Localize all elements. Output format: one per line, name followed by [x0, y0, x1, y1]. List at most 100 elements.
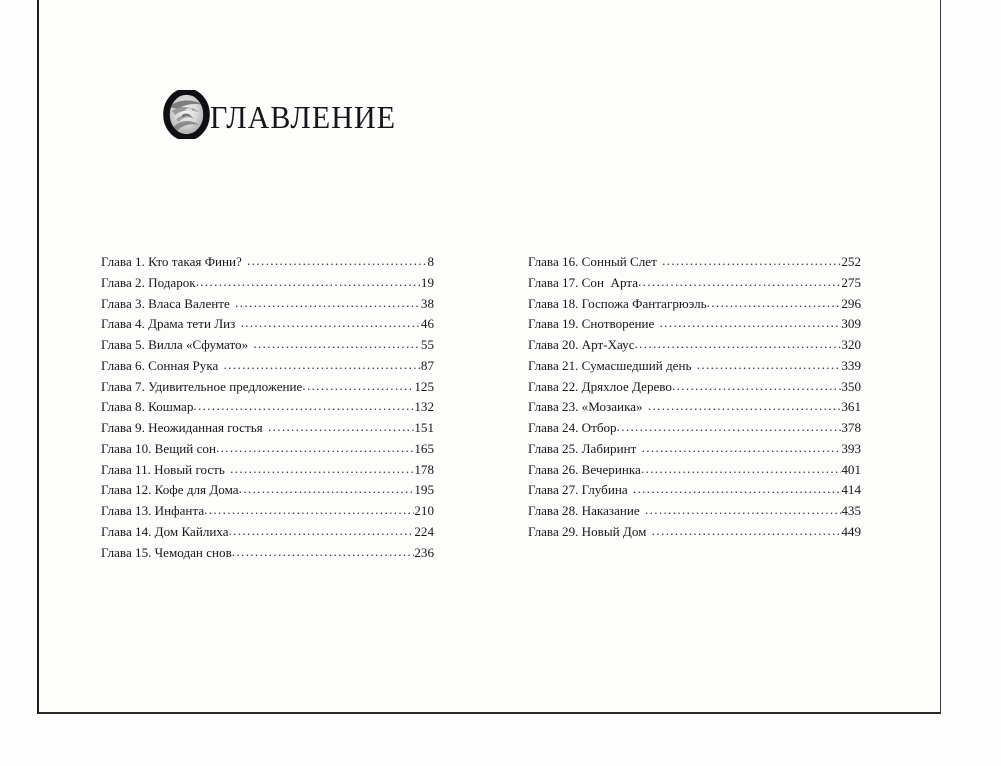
toc-leader-dots — [196, 275, 421, 288]
toc-leader-dots — [229, 524, 415, 537]
toc-entry[interactable]: Глава 14. Дом Кайлиха 224 — [101, 522, 434, 543]
toc-entry-page-number: 393 — [841, 440, 861, 456]
toc-entry[interactable]: Глава 29. Новый Дом 449 — [528, 522, 861, 543]
toc-entry[interactable]: Глава 1. Кто такая Фини? 8 — [101, 252, 434, 273]
toc-leader-dots — [707, 296, 842, 309]
toc-entry-title: Глава 26. Вечеринка — [528, 461, 641, 477]
toc-entry[interactable]: Глава 9. Неожиданная гостья 151 — [101, 418, 434, 439]
toc-entry-page-number: 165 — [414, 440, 434, 456]
toc-entry[interactable]: Глава 26. Вечеринка 401 — [528, 460, 861, 481]
toc-entry-title: Глава 8. Кошмар — [101, 399, 194, 415]
toc-entry-title: Глава 4. Драма тети Лиз — [101, 316, 239, 332]
toc-entry[interactable]: Глава 12. Кофе для Дома 195 — [101, 480, 434, 501]
toc-entry-title: Глава 21. Сумасшедший день — [528, 357, 695, 373]
toc-leader-dots — [697, 358, 842, 371]
toc-entry-page-number: 414 — [841, 482, 861, 498]
toc-entry-title: Глава 14. Дом Кайлиха — [101, 523, 229, 539]
toc-entry-title: Глава 6. Сонная Рука — [101, 357, 222, 373]
toc-entry-page-number: 38 — [420, 295, 434, 311]
toc-entry-page-number: 8 — [427, 254, 434, 269]
page-title: ГЛАВЛЕНИЕ — [163, 86, 396, 142]
toc-entry-page-number: 46 — [420, 316, 434, 332]
toc-leader-dots — [635, 337, 842, 350]
toc-entry-page-number: 320 — [841, 337, 861, 352]
toc-entry[interactable]: Глава 13. Инфанта 210 — [101, 501, 434, 522]
toc-entry-page-number: 132 — [414, 399, 434, 415]
book-page: ГЛАВЛЕНИЕ Глава 1. Кто такая Фини? 8Глав… — [37, 0, 941, 714]
toc-entry[interactable]: Глава 24. Отбор 378 — [528, 418, 861, 439]
toc-leader-dots — [672, 379, 841, 392]
toc-leader-dots — [232, 545, 415, 558]
toc-entry-title: Глава 10. Вещий сон — [101, 440, 216, 456]
toc-entry[interactable]: Глава 28. Наказание 435 — [528, 501, 861, 522]
toc-entry-title: Глава 22. Дряхлое Дерево — [528, 378, 672, 394]
toc-entry[interactable]: Глава 25. Лабиринт 393 — [528, 439, 861, 460]
toc-leader-dots — [204, 503, 414, 516]
toc-entry-title: Глава 27. Глубина — [528, 482, 631, 498]
toc-leader-dots — [660, 316, 842, 329]
toc-entry[interactable]: Глава 16. Сонный Слет 252 — [528, 252, 861, 273]
toc-entry[interactable]: Глава 11. Новый гость 178 — [101, 460, 434, 481]
toc-entry-title: Глава 20. Арт-Хаус — [528, 337, 635, 352]
toc-entry[interactable]: Глава 15. Чемодан снов 236 — [101, 543, 434, 564]
toc-leader-dots — [241, 316, 421, 329]
page-title-text: ГЛАВЛЕНИЕ — [210, 100, 397, 136]
toc-leader-dots — [235, 296, 421, 309]
toc-entry[interactable]: Глава 2. Подарок 19 — [101, 273, 434, 294]
toc-entry[interactable]: Глава 22. Дряхлое Дерево 350 — [528, 377, 861, 398]
toc-leader-dots — [645, 503, 841, 516]
toc-leader-dots — [641, 462, 842, 475]
toc-entry[interactable]: Глава 18. Госпожа Фантагрюэль 296 — [528, 294, 861, 315]
toc-entry-page-number: 339 — [841, 357, 861, 373]
toc-leader-dots — [638, 275, 841, 288]
toc-entry[interactable]: Глава 5. Вилла «Сфумато» 55 — [101, 335, 434, 356]
toc-entry-page-number: 125 — [414, 378, 434, 394]
toc-entry[interactable]: Глава 3. Власа Валенте 38 — [101, 294, 434, 315]
toc-entry-page-number: 275 — [841, 274, 861, 290]
toc-entry-page-number: 378 — [841, 420, 861, 435]
toc-entry[interactable]: Глава 17. Сон Арта 275 — [528, 273, 861, 294]
toc-entry-page-number: 309 — [841, 316, 861, 332]
toc-leader-dots — [224, 358, 421, 371]
toc-entry-page-number: 449 — [841, 523, 861, 539]
toc-entry-page-number: 178 — [414, 461, 434, 477]
toc-entry-title: Глава 18. Госпожа Фантагрюэль — [528, 295, 707, 311]
toc-entry-page-number: 252 — [841, 254, 861, 269]
toc-entry-page-number: 401 — [841, 461, 861, 477]
toc-leader-dots — [633, 482, 841, 495]
toc-entry-page-number: 236 — [414, 544, 434, 560]
toc-entry[interactable]: Глава 27. Глубина 414 — [528, 480, 861, 501]
toc-entry-title: Глава 19. Снотворение — [528, 316, 658, 332]
toc-leader-dots — [230, 462, 414, 475]
toc-entry-title: Глава 17. Сон Арта — [528, 274, 639, 290]
toc-entry-title: Глава 9. Неожиданная гостья — [101, 420, 266, 435]
toc-entry-title: Глава 2. Подарок — [101, 274, 196, 290]
toc-entry[interactable]: Глава 21. Сумасшедший день 339 — [528, 356, 861, 377]
toc-entry-page-number: 224 — [414, 523, 434, 539]
toc-entry[interactable]: Глава 6. Сонная Рука 87 — [101, 356, 434, 377]
toc-entry-page-number: 195 — [414, 482, 434, 498]
toc-entry-title: Глава 25. Лабиринт — [528, 440, 640, 456]
toc-entry[interactable]: Глава 10. Вещий сон 165 — [101, 439, 434, 460]
toc-entry[interactable]: Глава 23. «Мозаика» 361 — [528, 397, 861, 418]
toc-entry-title: Глава 16. Сонный Слет — [528, 254, 661, 269]
toc-entry-title: Глава 15. Чемодан снов — [101, 544, 232, 560]
toc-entry-title: Глава 23. «Мозаика» — [528, 399, 646, 415]
toc-entry-title: Глава 5. Вилла «Сфумато» — [101, 337, 252, 352]
toc-entry-page-number: 210 — [414, 503, 434, 518]
toc-entry-title: Глава 29. Новый Дом — [528, 523, 650, 539]
toc-entry[interactable]: Глава 20. Арт-Хаус 320 — [528, 335, 861, 356]
illuminated-initial-ornament-icon — [163, 89, 210, 139]
toc-entry-title: Глава 13. Инфанта — [101, 503, 205, 518]
toc-entry-page-number: 19 — [420, 274, 434, 290]
toc-entry-title: Глава 7. Удивительное предложение — [101, 378, 303, 394]
toc-entry-page-number: 435 — [841, 503, 861, 518]
toc-entry-title: Глава 11. Новый гость — [101, 461, 229, 477]
toc-entry[interactable]: Глава 7. Удивительное предложение 125 — [101, 377, 434, 398]
toc-entry[interactable]: Глава 19. Снотворение 309 — [528, 314, 861, 335]
toc-entry[interactable]: Глава 8. Кошмар 132 — [101, 397, 434, 418]
toc-entry[interactable]: Глава 4. Драма тети Лиз 46 — [101, 314, 434, 335]
